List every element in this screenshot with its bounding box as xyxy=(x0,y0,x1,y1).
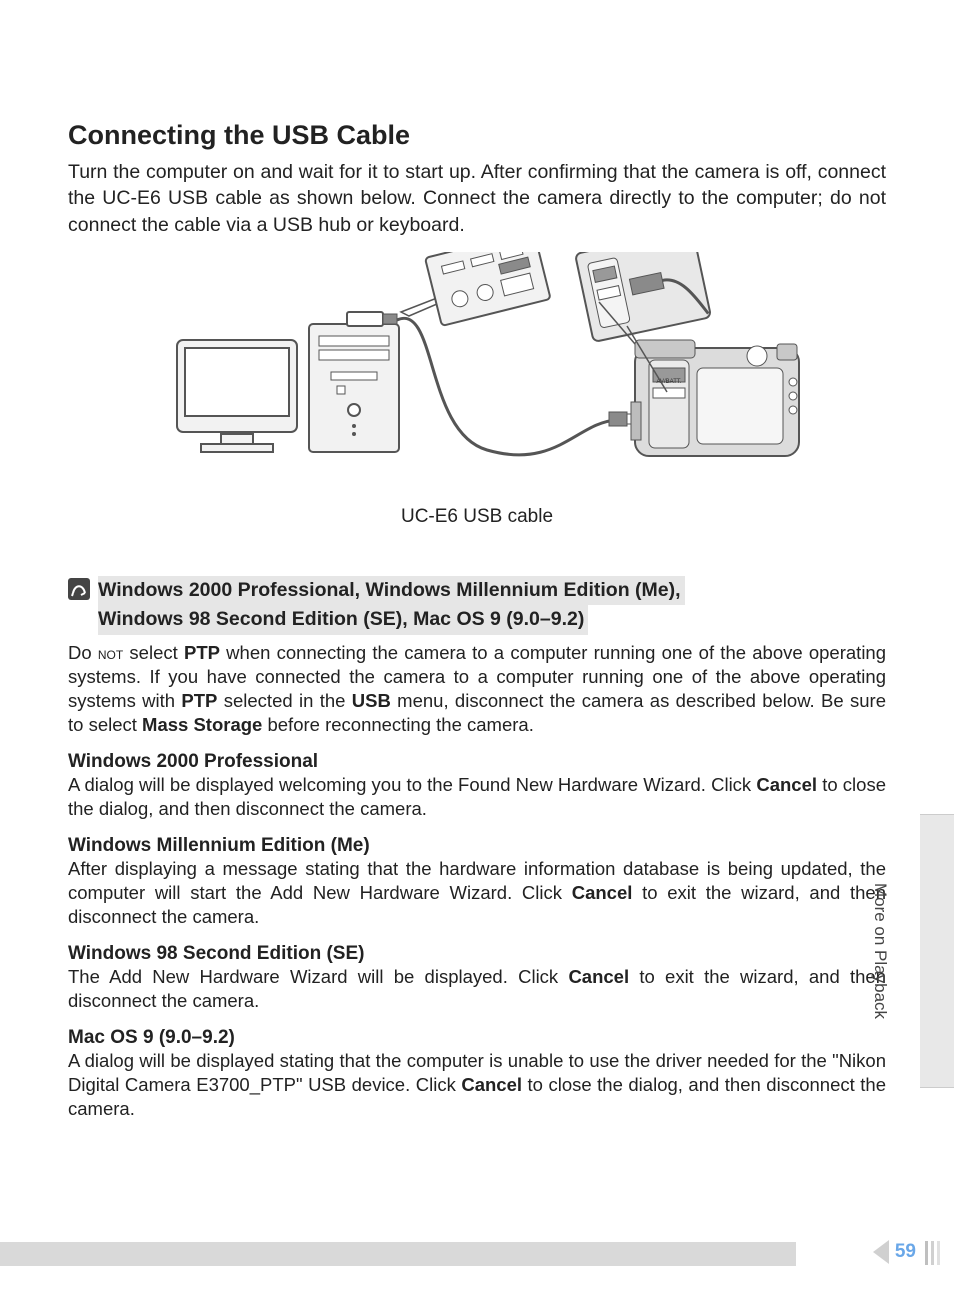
note-paragraph: Do not select PTP when connecting the ca… xyxy=(68,641,886,737)
text: select xyxy=(123,642,184,663)
term-cancel: Cancel xyxy=(756,774,817,795)
section-heading: Connecting the USB Cable xyxy=(68,120,886,151)
subheading-w98se: Windows 98 Second Edition (SE) xyxy=(68,943,886,965)
note-heading: Windows 2000 Professional, Windows Mille… xyxy=(68,576,886,635)
note-heading-line1: Windows 2000 Professional, Windows Mille… xyxy=(98,576,685,605)
intro-paragraph: Turn the computer on and wait for it to … xyxy=(68,159,886,238)
term-cancel: Cancel xyxy=(461,1074,522,1095)
text: The Add New Hardware Wizard will be disp… xyxy=(68,966,568,987)
note-heading-line2: Windows 98 Second Edition (SE), Mac OS 9… xyxy=(98,605,588,634)
page-number-chevron-icon xyxy=(873,1240,889,1264)
para-w2k: A dialog will be displayed welcoming you… xyxy=(68,773,886,821)
text: A dialog will be displayed welcoming you… xyxy=(68,774,756,795)
note-icon xyxy=(68,578,90,605)
term-usb: USB xyxy=(352,690,391,711)
term-cancel: Cancel xyxy=(572,882,633,903)
footer-bar: 59 xyxy=(0,1242,954,1266)
term-ptp2: PTP xyxy=(181,690,217,711)
term-cancel: Cancel xyxy=(568,966,629,987)
page-number: 59 xyxy=(895,1241,916,1263)
text: selected in the xyxy=(217,690,351,711)
subheading-macos9: Mac OS 9 (9.0–9.2) xyxy=(68,1027,886,1049)
footer-decor-bars xyxy=(925,1241,940,1265)
text: Do xyxy=(68,642,98,663)
para-wme: After displaying a message stating that … xyxy=(68,857,886,929)
term-ptp: PTP xyxy=(184,642,220,663)
para-macos9: A dialog will be displayed stating that … xyxy=(68,1049,886,1121)
figure-caption: UC-E6 USB cable xyxy=(401,506,553,528)
side-tab-label: More on Playback xyxy=(870,883,890,1019)
para-w98se: The Add New Hardware Wizard will be disp… xyxy=(68,965,886,1013)
footer-grey-bar xyxy=(0,1242,796,1266)
subheading-wme: Windows Millennium Edition (Me) xyxy=(68,835,886,857)
term-mass-storage: Mass Storage xyxy=(142,714,262,735)
text: before reconnecting the camera. xyxy=(262,714,534,735)
usb-connection-figure: AV/BATT. UC-E6 USB cable xyxy=(68,252,886,528)
text-not: not xyxy=(98,644,123,663)
side-tab: More on Playback xyxy=(920,814,954,1088)
subheading-w2k: Windows 2000 Professional xyxy=(68,751,886,773)
usb-diagram-svg: AV/BATT. xyxy=(137,252,817,500)
page-number-wrap: 59 xyxy=(873,1240,916,1264)
